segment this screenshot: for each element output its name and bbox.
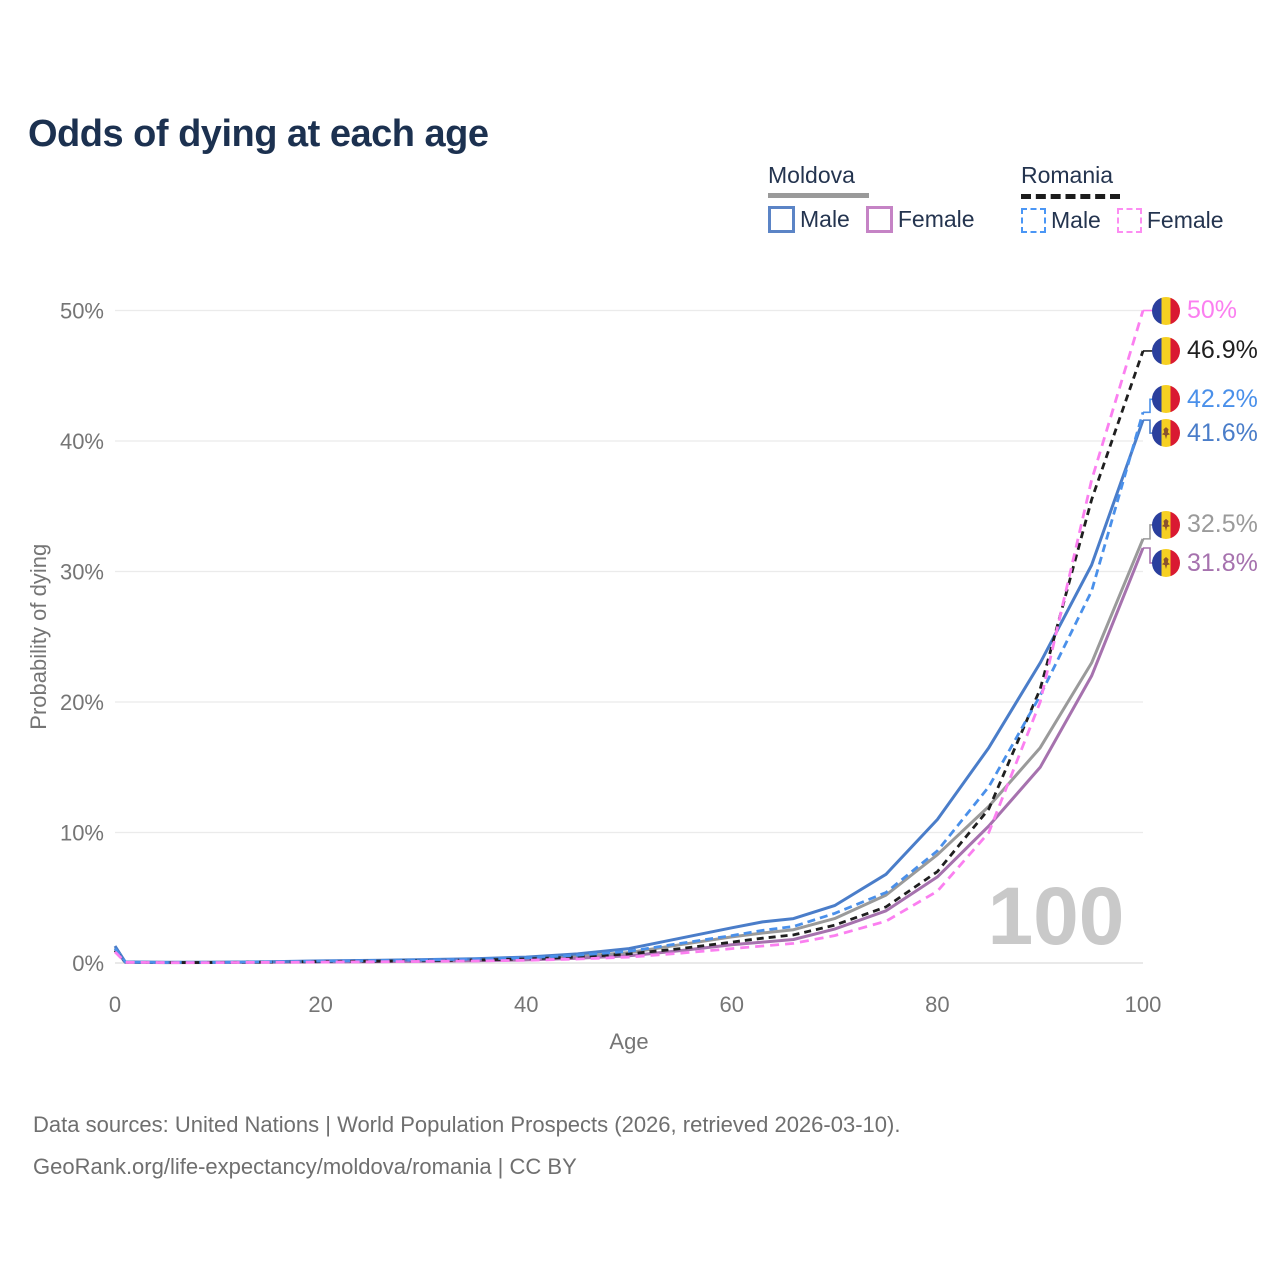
romania-female-swatch-icon [1116,208,1142,233]
moldova-total-line-swatch [768,193,869,198]
end-label-moldova_total: 32.5% [1152,510,1258,540]
watermark-100: 100 [988,871,1125,962]
legend-group-romania: Romania Male Female [1021,162,1224,234]
end-label-value: 42.2% [1187,384,1258,413]
x-tick-label: 40 [514,992,538,1017]
end-label-value: 50% [1187,296,1238,324]
romania-total-line-swatch [1021,194,1120,199]
x-tick-label: 80 [925,992,949,1017]
legend-item-moldova-male: Male [768,206,850,233]
legend-header-moldova: Moldova [768,162,855,188]
y-tick-label: 0% [72,951,104,976]
x-tick-label: 0 [109,992,121,1017]
y-tick-label: 10% [60,821,104,846]
moldova-flag-icon [1152,510,1180,539]
x-axis-title: Age [609,1029,648,1054]
romania-male-swatch-icon [1021,208,1046,233]
end-label-value: 41.6% [1187,418,1258,447]
romania-flag-icon [1152,385,1180,414]
series-line-romania_total [113,350,1145,964]
y-tick-label: 30% [60,560,104,585]
romania-flag-icon [1152,336,1180,365]
x-tick-label: 100 [1125,992,1162,1017]
y-tick-label: 40% [60,429,104,454]
chart-title: Odds of dying at each age [28,113,489,156]
end-label-moldova_female: 31.8% [1152,548,1258,578]
end-label-value: 46.9% [1187,336,1258,365]
footer: Data sources: United Nations | World Pop… [33,1104,900,1188]
end-label-moldova_male: 41.6% [1152,418,1258,448]
end-label-romania_female: 50% [1152,296,1237,326]
end-label-value: 32.5% [1187,510,1258,539]
y-tick-label: 20% [60,690,104,715]
moldova-flag-icon [1152,549,1180,577]
footer-data-sources: Data sources: United Nations | World Pop… [33,1112,901,1137]
legend-header-romania: Romania [1021,162,1114,188]
legend-item-romania-male: Male [1021,207,1101,234]
x-tick-label: 60 [720,992,744,1017]
legend-item-romania-female: Female [1116,207,1224,234]
footer-attribution: GeoRank.org/life-expectancy/moldova/roma… [33,1154,577,1179]
moldova-female-swatch-icon [865,206,893,233]
moldova-flag-icon [1152,419,1180,448]
end-label-romania_male: 42.2% [1152,384,1258,414]
x-tick-label: 20 [308,992,332,1017]
end-label-value: 31.8% [1187,548,1258,577]
legend-label: Female [1146,207,1224,233]
romania-flag-icon [1152,296,1180,325]
legend-item-moldova-female: Female [865,206,975,233]
moldova-male-swatch-icon [768,206,795,233]
legend-label: Female [897,206,975,232]
legend-label: Male [800,206,850,232]
legend-label: Male [1051,207,1101,233]
y-axis-title: Probability of dying [26,544,51,730]
y-tick-label: 50% [60,299,104,324]
end-label-romania_total: 46.9% [1152,336,1258,366]
legend-group-moldova: Moldova Male Female [768,162,975,233]
series-line-romania_female [114,310,1145,964]
